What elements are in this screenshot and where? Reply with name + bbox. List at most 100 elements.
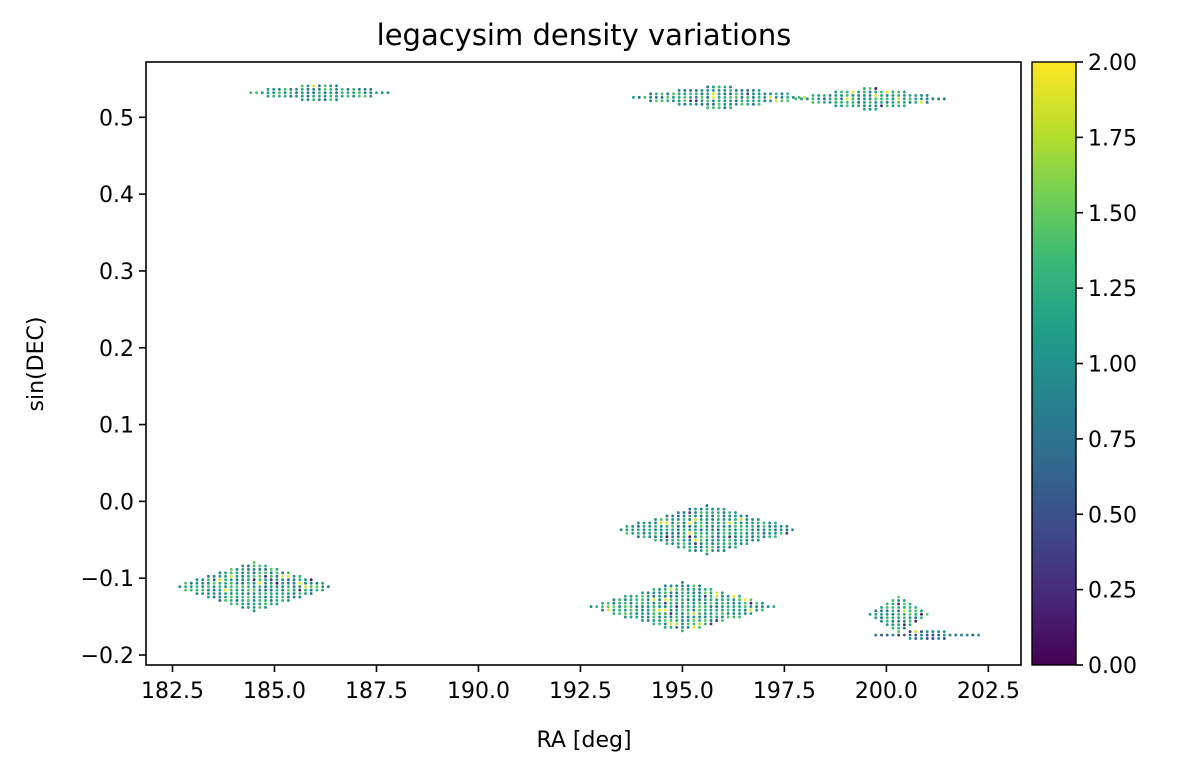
data-point [920, 609, 923, 613]
data-point [722, 535, 726, 539]
data-point [595, 605, 599, 609]
data-point [212, 581, 216, 585]
data-point [711, 514, 715, 518]
data-point [706, 102, 710, 106]
data-point [224, 595, 227, 599]
data-point [751, 102, 755, 106]
data-point [258, 574, 262, 578]
data-point [666, 99, 670, 103]
data-point [914, 616, 918, 620]
data-point [229, 574, 233, 578]
data-point [275, 595, 279, 599]
data-point [218, 574, 222, 578]
data-point [692, 608, 696, 612]
data-point [937, 630, 941, 634]
data-point [706, 92, 710, 96]
data-point [711, 511, 715, 514]
data-point [275, 599, 279, 602]
data-point [885, 100, 889, 104]
data-point [286, 581, 290, 585]
data-point [329, 98, 333, 102]
data-point [715, 619, 719, 622]
data-point [891, 97, 895, 101]
data-point [746, 92, 750, 96]
data-point [295, 91, 298, 95]
data-point [229, 588, 233, 592]
data-point [694, 517, 697, 521]
data-point [925, 612, 929, 616]
data-point [885, 612, 889, 616]
data-point [663, 605, 667, 609]
data-point [694, 545, 697, 549]
data-point [675, 594, 679, 598]
data-point [258, 588, 262, 592]
data-point [264, 605, 267, 609]
data-point [845, 100, 849, 104]
data-point [266, 87, 270, 91]
data-point [800, 97, 803, 101]
data-point [189, 581, 193, 585]
data-point [676, 511, 680, 514]
data-point [629, 615, 633, 619]
data-point [298, 574, 302, 578]
data-point [665, 535, 669, 539]
data-point [235, 585, 239, 589]
data-point [828, 97, 832, 101]
data-point [224, 571, 227, 575]
data-point [652, 601, 656, 605]
data-point [711, 528, 715, 532]
data-point [711, 524, 715, 528]
data-point [874, 633, 878, 637]
data-point [897, 104, 901, 108]
data-point [340, 87, 344, 91]
data-point [692, 584, 696, 588]
data-point [623, 608, 627, 612]
data-point [658, 591, 662, 595]
data-point [229, 602, 233, 606]
data-point [705, 521, 709, 525]
data-point [669, 622, 673, 626]
data-point [317, 91, 321, 95]
data-point [931, 630, 935, 634]
data-point [264, 602, 267, 606]
data-point [757, 92, 761, 96]
data-point [206, 588, 210, 592]
data-point [671, 528, 675, 532]
data-point [745, 528, 749, 532]
data-point [675, 587, 679, 591]
data-point [914, 605, 918, 609]
data-point [683, 102, 687, 106]
data-point [292, 574, 296, 578]
data-point [258, 595, 262, 599]
data-point [740, 92, 744, 96]
data-point [803, 95, 807, 99]
data-point [659, 535, 663, 539]
data-point [665, 538, 669, 542]
data-point [663, 625, 667, 629]
data-point [740, 99, 744, 103]
data-point [717, 106, 721, 110]
data-point [636, 524, 640, 528]
data-point [734, 531, 737, 535]
data-point [241, 564, 245, 568]
data-point [880, 605, 883, 609]
data-point [686, 594, 690, 598]
data-point [705, 524, 709, 528]
data-point [264, 581, 267, 585]
data-point [723, 99, 727, 103]
data-point [264, 588, 267, 592]
data-point [680, 580, 684, 584]
data-point [212, 592, 216, 596]
data-point [925, 633, 929, 637]
data-point [698, 619, 701, 622]
data-point [734, 511, 737, 514]
data-point [715, 598, 719, 602]
data-point [241, 592, 245, 596]
data-point [618, 608, 622, 612]
data-point [688, 528, 692, 532]
data-point [224, 588, 227, 592]
data-point [885, 602, 889, 606]
data-point [224, 599, 227, 602]
data-point [723, 95, 727, 99]
data-point [601, 601, 604, 605]
